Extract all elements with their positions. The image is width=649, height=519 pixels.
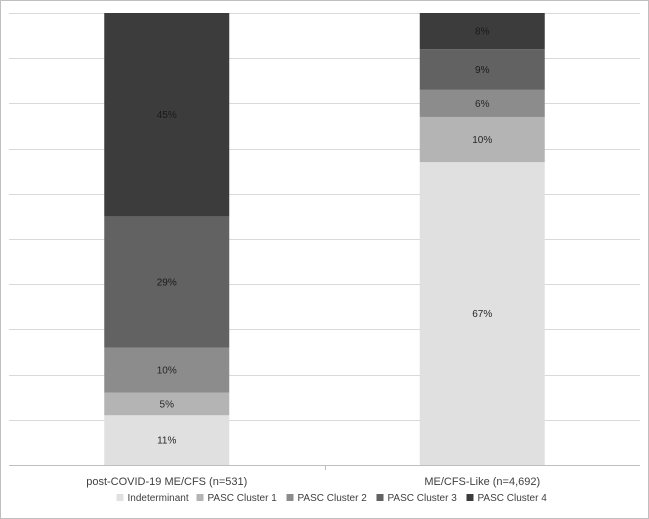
bar-segment (104, 347, 230, 393)
data-label: 67% (472, 309, 492, 320)
data-label: 5% (160, 399, 175, 410)
data-label: 9% (475, 65, 490, 76)
bar-segment (419, 49, 545, 90)
legend-label: PASC Cluster 4 (478, 493, 548, 504)
bar-segment (104, 392, 230, 416)
bar-segment (419, 116, 545, 163)
data-label: 11% (157, 436, 176, 447)
legend-swatch (116, 494, 124, 501)
data-label: 29% (157, 277, 177, 288)
data-label: 8% (475, 27, 490, 38)
bar-segment (419, 89, 545, 117)
legend-swatch (196, 494, 204, 501)
legend-swatch (466, 494, 474, 501)
data-label: 45% (157, 110, 177, 121)
bar-segment (104, 415, 230, 465)
bar-segment (419, 162, 545, 465)
legend-label: PASC Cluster 2 (298, 493, 368, 504)
data-label: 10% (472, 135, 492, 146)
bar-segment (419, 13, 545, 50)
category-label: post-COVID-19 ME/CFS (n=531) (86, 476, 247, 488)
legend-swatch (286, 494, 294, 501)
gridlines (9, 13, 640, 466)
category-label: ME/CFS-Like (n=4,692) (424, 476, 540, 488)
legend-label: PASC Cluster 1 (208, 493, 278, 504)
bar-segment (104, 216, 230, 348)
bar-segment (104, 13, 230, 217)
bars: 11% 5% 10% 29% 45% 67% 10% 6% 9% 8% (104, 13, 545, 465)
x-axis: post-COVID-19 ME/CFS (n=531) ME/CFS-Like … (86, 465, 540, 488)
legend-label: PASC Cluster 3 (388, 493, 458, 504)
legend-swatch (376, 494, 384, 501)
data-label: 6% (475, 99, 490, 110)
legend: Indeterminant PASC Cluster 1 PASC Cluster … (116, 493, 548, 504)
legend-label: Indeterminant (128, 493, 189, 504)
data-label: 10% (157, 366, 177, 377)
